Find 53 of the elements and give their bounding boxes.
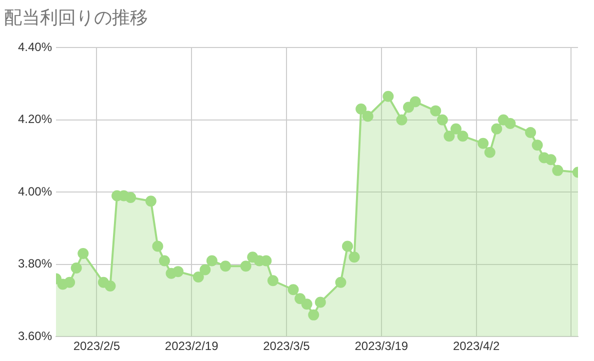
point xyxy=(104,280,116,292)
y-tick-label: 3.80% xyxy=(18,256,52,271)
point xyxy=(308,309,320,320)
x-tick-label: 2023/3/19 xyxy=(354,339,408,354)
point xyxy=(64,276,76,288)
point xyxy=(504,118,516,129)
point xyxy=(206,255,218,266)
point xyxy=(382,90,394,102)
point xyxy=(267,275,278,286)
point xyxy=(450,123,462,134)
point xyxy=(403,102,414,113)
point xyxy=(436,114,448,126)
y-tick-label: 3.60% xyxy=(18,328,52,343)
point xyxy=(335,276,346,288)
point xyxy=(478,138,489,149)
point xyxy=(314,296,326,308)
point xyxy=(240,260,252,272)
point xyxy=(200,264,211,276)
point xyxy=(145,196,156,207)
point xyxy=(78,248,89,260)
point xyxy=(552,164,564,176)
point xyxy=(348,252,360,263)
point xyxy=(362,110,374,122)
point xyxy=(491,123,502,134)
x-tick-label: 2023/4/2 xyxy=(452,339,500,354)
x-tick-label: 2023/3/5 xyxy=(263,339,310,354)
y-tick-label: 4.00% xyxy=(18,184,52,198)
point xyxy=(342,240,354,252)
point xyxy=(192,271,204,282)
point xyxy=(172,266,184,278)
point xyxy=(430,105,442,116)
point xyxy=(545,154,556,166)
y-tick-label: 4.40% xyxy=(18,40,52,54)
y-tick-label: 4.20% xyxy=(18,112,52,126)
point xyxy=(152,240,164,252)
chart-title: 配当利回りの推移 xyxy=(4,7,148,28)
point xyxy=(396,114,408,126)
point xyxy=(70,262,82,274)
point xyxy=(457,130,468,142)
point xyxy=(532,140,543,151)
x-tick-label: 2023/2/19 xyxy=(164,339,219,354)
point xyxy=(444,130,455,142)
point xyxy=(410,96,421,108)
point xyxy=(288,284,299,296)
point xyxy=(220,260,231,272)
point xyxy=(125,192,136,204)
point xyxy=(294,293,306,304)
point xyxy=(525,126,536,138)
point xyxy=(158,255,170,266)
x-tick-label: 2023/2/5 xyxy=(73,339,120,354)
point xyxy=(301,298,312,310)
point xyxy=(484,146,496,158)
point xyxy=(356,104,367,115)
